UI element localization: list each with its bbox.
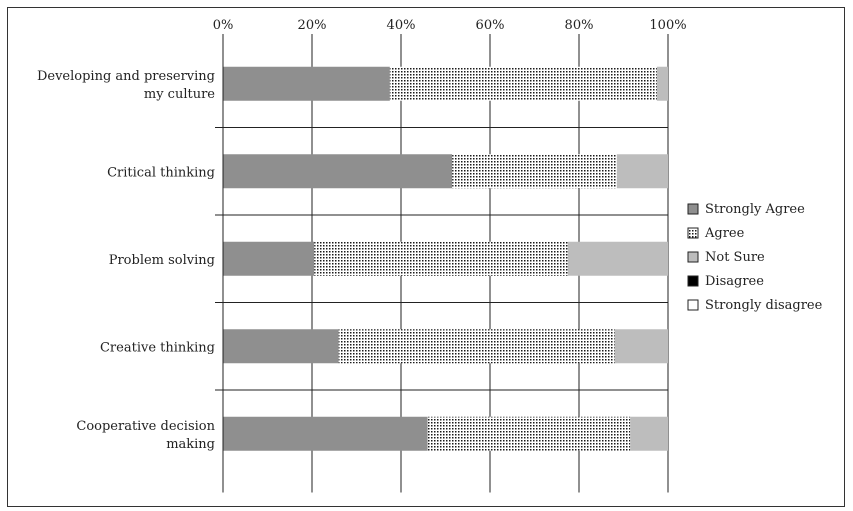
legend-label: Strongly Agree xyxy=(705,202,805,217)
legend-label: Disagree xyxy=(705,274,764,289)
bar-agree xyxy=(452,154,617,189)
bar-not-sure xyxy=(567,241,668,276)
bar-not-sure xyxy=(614,329,668,364)
bar-agree xyxy=(389,66,657,101)
legend-swatch xyxy=(687,275,699,287)
category-label: making xyxy=(166,437,215,452)
legend-label: Agree xyxy=(704,226,745,241)
bar-strongly-agree xyxy=(223,329,339,364)
legend-swatch xyxy=(687,203,699,215)
x-tick-label: 20% xyxy=(298,18,327,33)
chart-frame: 0% 20% 40% 60% 80% 100% Developing and preserv… xyxy=(7,7,845,507)
bar-agree xyxy=(314,241,568,276)
category-label: Problem solving xyxy=(109,253,215,268)
bar-strongly-agree xyxy=(223,241,315,276)
category-label: Creative thinking xyxy=(100,340,215,355)
category-label: Cooperative decision xyxy=(76,419,215,434)
bar-agree xyxy=(427,416,631,451)
legend-label: Not Sure xyxy=(705,250,765,265)
stacked-bar-chart: 0% 20% 40% 60% 80% 100% Developing and preserv… xyxy=(37,18,823,493)
x-tick-label: 100% xyxy=(649,18,686,33)
category-label: Developing and preserving xyxy=(37,69,215,84)
bar-not-sure xyxy=(656,66,668,101)
legend-label: Strongly disagree xyxy=(705,298,823,313)
bar-strongly-agree xyxy=(223,416,428,451)
x-tick-label: 0% xyxy=(213,18,234,33)
legend-swatch xyxy=(687,227,699,239)
bar-strongly-agree xyxy=(223,154,453,189)
x-tick-label: 80% xyxy=(565,18,594,33)
category-label: Critical thinking xyxy=(107,165,215,180)
category-label: my culture xyxy=(144,87,215,102)
bar-not-sure xyxy=(630,416,668,451)
bar-agree xyxy=(338,329,615,364)
bar-strongly-agree xyxy=(223,66,390,101)
x-tick-label: 40% xyxy=(387,18,416,33)
legend-swatch xyxy=(687,299,699,311)
bar-not-sure xyxy=(616,154,668,189)
x-tick-label: 60% xyxy=(476,18,505,33)
legend-swatch xyxy=(687,251,699,263)
